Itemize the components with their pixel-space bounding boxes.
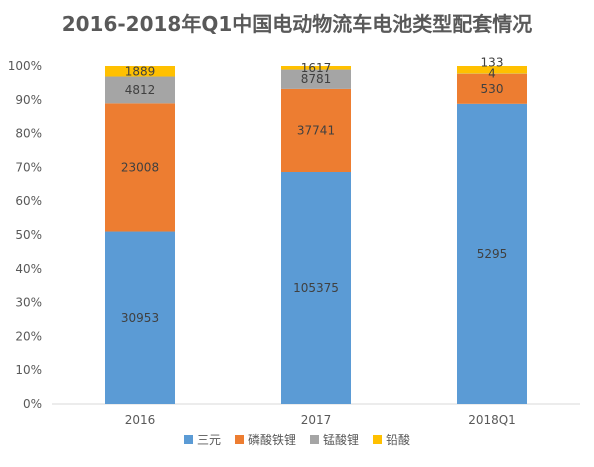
- x-tick-label: 2016: [125, 413, 156, 427]
- y-tick-label: 30%: [15, 296, 42, 310]
- data-label: 105375: [293, 281, 339, 295]
- legend-swatch: [235, 435, 244, 444]
- y-tick-label: 60%: [15, 194, 42, 208]
- bar-segment: [457, 103, 527, 405]
- legend-swatch: [373, 435, 382, 444]
- data-label: 5295: [477, 247, 508, 261]
- y-tick-label: 0%: [23, 397, 42, 411]
- data-label: 1617: [301, 61, 332, 75]
- data-label: 37741: [297, 123, 335, 137]
- bar-segment: [457, 66, 527, 74]
- data-label: 30953: [121, 311, 159, 325]
- x-tick-label: 2017: [301, 413, 332, 427]
- y-tick-label: 10%: [15, 363, 42, 377]
- x-tick-label: 2018Q1: [468, 413, 516, 427]
- y-tick-label: 80%: [15, 127, 42, 141]
- data-label: 133: [481, 56, 504, 70]
- bar-segment: [281, 171, 351, 404]
- bar-segment: [105, 76, 175, 104]
- data-label: 4: [488, 67, 496, 81]
- y-tick-label: 100%: [8, 59, 42, 73]
- legend-label: 磷酸铁锂: [248, 432, 296, 447]
- legend-label: 铅酸: [386, 432, 410, 447]
- legend-label: 锰酸锂: [323, 432, 359, 447]
- bar-segment: [281, 69, 351, 89]
- y-tick-label: 70%: [15, 160, 42, 174]
- data-label: 8781: [301, 72, 332, 86]
- y-tick-label: 50%: [15, 228, 42, 242]
- bar-segment: [281, 88, 351, 172]
- data-label: 1889: [125, 64, 156, 78]
- y-tick-label: 40%: [15, 262, 42, 276]
- bar-segment: [105, 103, 175, 232]
- y-tick-label: 90%: [15, 93, 42, 107]
- data-label: 4812: [125, 83, 156, 97]
- data-label: 530: [481, 82, 504, 96]
- bar-segment: [105, 66, 175, 77]
- y-tick-label: 20%: [15, 329, 42, 343]
- chart-title: 2016-2018年Q1中国电动物流车电池类型配套情况: [61, 12, 533, 36]
- bar-segment: [457, 73, 527, 104]
- bar-segment: [105, 231, 175, 404]
- legend-label: 三元: [197, 433, 221, 447]
- legend-swatch: [184, 435, 193, 444]
- legend-swatch: [310, 435, 319, 444]
- data-label: 23008: [121, 160, 159, 174]
- bar-segment: [281, 66, 351, 70]
